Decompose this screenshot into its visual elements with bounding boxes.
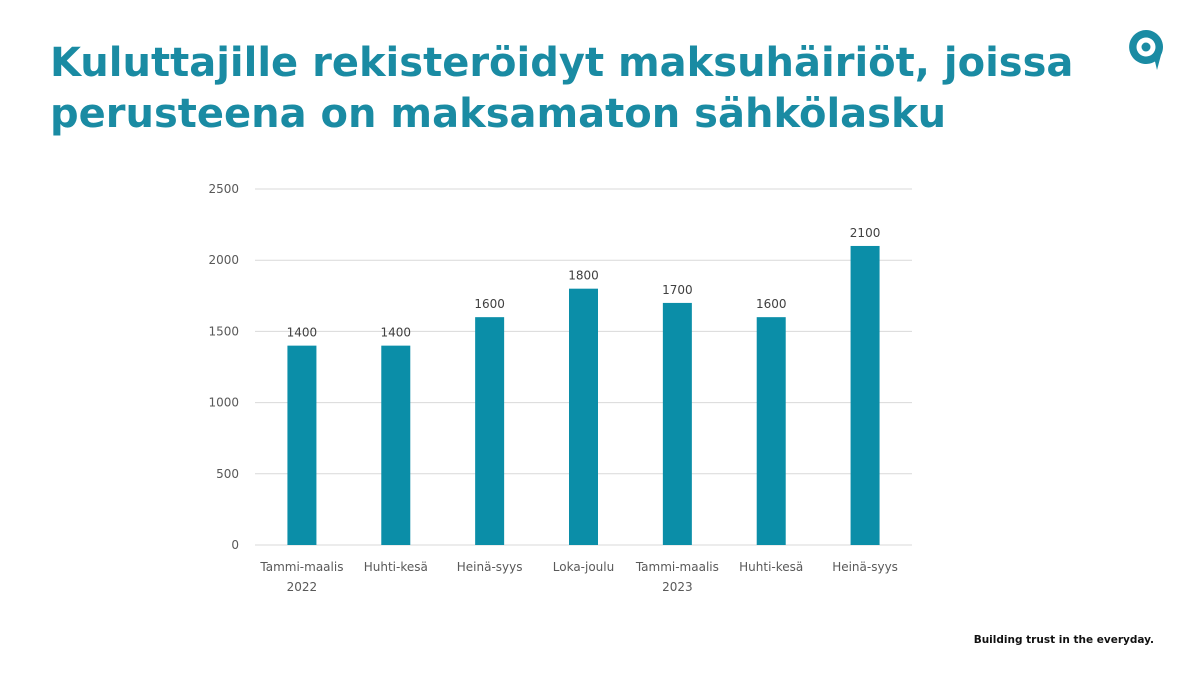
data-label-2: 1400 [381,326,412,340]
bar-5 [662,302,692,545]
data-label-4: 1800 [568,269,599,283]
data-label-6: 1600 [756,297,787,311]
bar-6 [756,317,786,545]
x-category-label-7-line-1: Heinä-syys [832,560,898,574]
x-category-label-4-line-1: Loka-joulu [553,560,614,574]
x-category-label-1-line-1: Tammi-maalis [259,560,343,574]
bar-layer [287,245,880,545]
x-category-label-2-line-1: Huhti-kesä [364,560,428,574]
y-tick-label-0: 0 [231,538,239,552]
data-label-5: 1700 [662,283,693,297]
bar-7 [850,245,880,545]
x-category-label-6-line-1: Huhti-kesä [739,560,803,574]
label-layer: 0 500 1000 1500 2000 2500 1400 Tammi-maalis 2022… [208,182,897,594]
x-category-label-1-line-2: 2022 [287,580,318,594]
slide-title: Kuluttajille rekisteröidyt maksuhäiriöt,… [50,38,1074,140]
bar-1 [287,345,317,545]
x-category-label-3-line-1: Heinä-syys [457,560,523,574]
data-label-7: 2100 [850,226,881,240]
x-category-label-5-line-1: Tammi-maalis [635,560,719,574]
bar-4 [569,288,598,545]
bar-3 [475,317,505,545]
y-tick-label-2500: 2500 [208,182,239,196]
y-tick-label-1500: 1500 [208,324,239,338]
y-tick-label-2000: 2000 [208,253,239,267]
data-label-3: 1600 [474,297,505,311]
slide-title-line-2: perusteena on maksamaton sähkölasku [50,91,947,137]
y-tick-label-500: 500 [216,467,239,481]
tagline: Building trust in the everyday. [973,634,1154,646]
y-tick-label-1000: 1000 [208,396,239,410]
x-category-label-5-line-2: 2023 [662,580,693,594]
slide-title-line-1: Kuluttajille rekisteröidyt maksuhäiriöt,… [50,40,1074,86]
bar-2 [381,345,411,545]
location-pin-icon [1129,30,1163,70]
data-label-1: 1400 [287,326,318,340]
